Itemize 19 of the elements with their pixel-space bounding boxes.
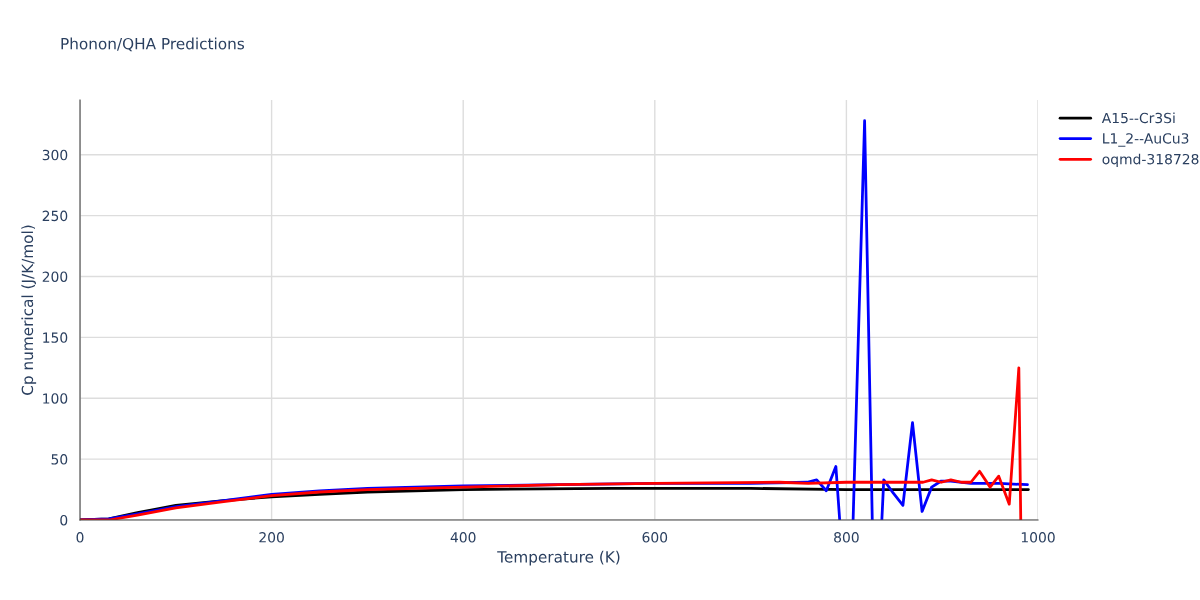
y-axis-title: Cp numerical (J/K/mol) [21, 225, 37, 395]
x-tick-label: 200 [259, 532, 284, 543]
chart-title: Phonon/QHA Predictions [61, 37, 245, 52]
y-tick-label: 50 [51, 454, 68, 465]
x-tick-label: 800 [834, 532, 859, 543]
x-tick-label: 600 [642, 532, 668, 543]
y-tick-label: 200 [42, 271, 68, 282]
x-tick-label: 0 [76, 532, 84, 543]
legend-label: L1_2--AuCu3 [1103, 133, 1189, 147]
y-tick-label: 100 [43, 393, 68, 404]
y-tick-label: 150 [43, 332, 68, 343]
y-tick-label: 300 [42, 149, 68, 161]
legend-label: oqmd-318728 [1102, 153, 1199, 168]
y-tick-label: 250 [42, 210, 68, 222]
x-tick-label: 1000 [1021, 532, 1055, 543]
x-tick-label: 400 [450, 532, 476, 543]
legend-label: A15--Cr3Si [1101, 112, 1175, 124]
y-tick-label: 0 [60, 514, 68, 526]
x-axis-title: Temperature (K) [497, 550, 620, 566]
